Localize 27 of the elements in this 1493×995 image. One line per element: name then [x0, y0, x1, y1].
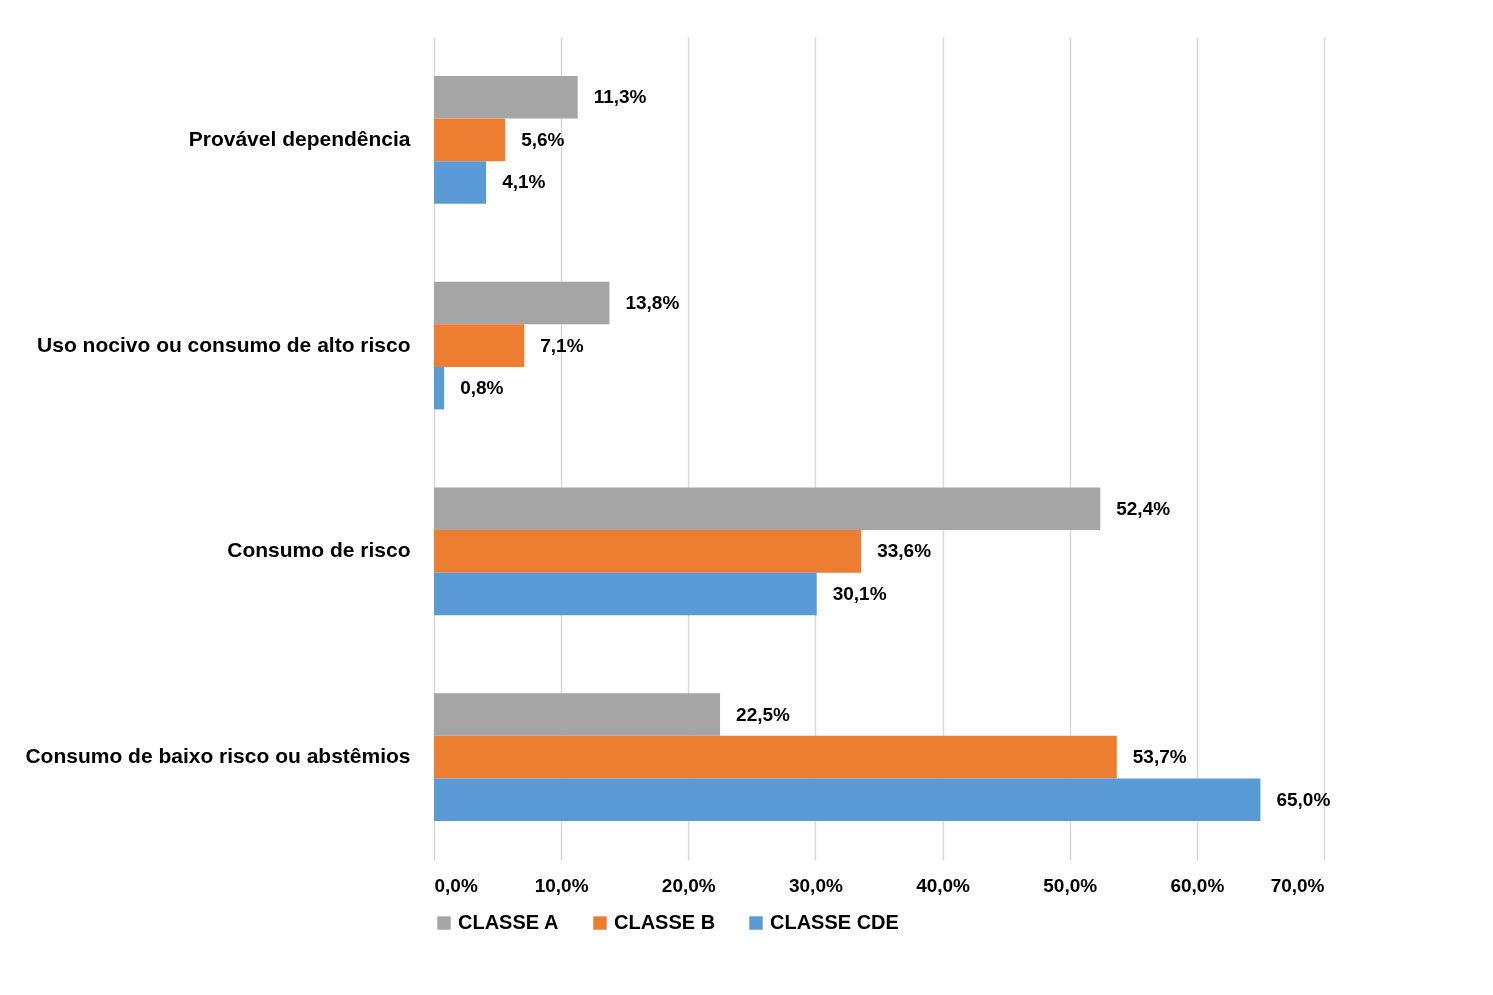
x-tick-label: 50,0%	[1043, 874, 1098, 896]
data-label: 65,0%	[1276, 788, 1331, 810]
data-label: 30,1%	[832, 582, 887, 604]
data-label: 53,7%	[1132, 746, 1187, 768]
legend-label: CLASSE B	[614, 911, 716, 933]
data-label: 22,5%	[736, 703, 791, 725]
data-label: 4,1%	[502, 171, 546, 193]
y-tick-label: Uso nocivo ou consumo de alto risco	[37, 332, 411, 356]
y-tick-label: Provável dependência	[188, 126, 411, 150]
data-label: 11,3%	[593, 86, 647, 108]
data-label: 52,4%	[1116, 497, 1171, 519]
x-tick-label: 0,0%	[434, 874, 478, 896]
x-tick-label: 70,0%	[1270, 874, 1325, 896]
data-label: 0,8%	[460, 377, 504, 399]
legend-label: CLASSE A	[458, 911, 559, 933]
y-tick-label: Consumo de baixo risco ou abstêmios	[25, 744, 411, 768]
y-tick-label: Consumo de risco	[227, 538, 411, 562]
x-tick-label: 40,0%	[916, 874, 971, 896]
data-label: 13,8%	[625, 292, 680, 314]
x-tick-label: 30,0%	[788, 874, 843, 896]
x-tick-label: 10,0%	[534, 874, 589, 896]
x-tick-label: 20,0%	[661, 874, 716, 896]
data-label: 7,1%	[540, 334, 584, 356]
data-label: 33,6%	[877, 540, 932, 562]
data-label: 5,6%	[521, 128, 565, 150]
legend-label: CLASSE CDE	[770, 911, 899, 933]
x-tick-label: 60,0%	[1170, 874, 1225, 896]
